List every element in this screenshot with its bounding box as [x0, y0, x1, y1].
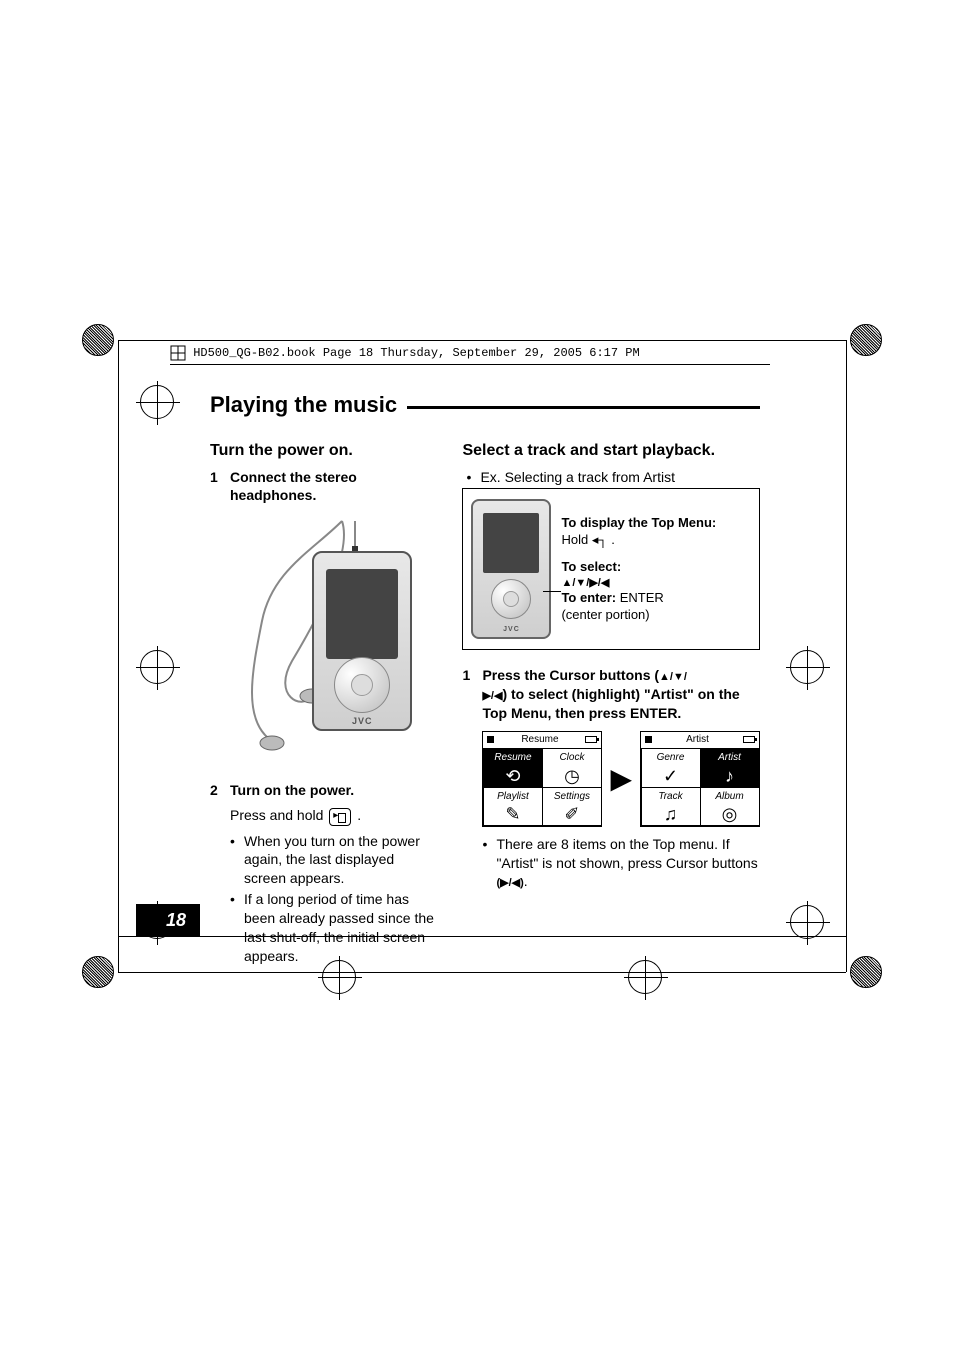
- bullet-dot: •: [230, 832, 240, 889]
- right-column: Select a track and start playback. • Ex.…: [462, 440, 760, 968]
- menu-cell: Artist♪: [700, 748, 760, 788]
- menu-cell: Resume⟲: [483, 748, 543, 788]
- header-text: HD500_QG-B02.book Page 18 Thursday, Sept…: [193, 346, 639, 360]
- menu-cell: Clock◷: [542, 748, 602, 788]
- menu-cell: Track♫: [641, 787, 701, 827]
- step-text: Connect the stereo headphones.: [230, 468, 434, 506]
- example-line: • Ex. Selecting a track from Artist: [466, 468, 760, 487]
- cursor-icons: ▲/▼/: [659, 671, 687, 683]
- mini-player-wheel: [491, 579, 531, 619]
- reg-ball: [82, 956, 114, 988]
- menu-cell: Genre✓: [641, 748, 701, 788]
- step-text: Press the Cursor buttons (▲/▼/ ▶/◀) to s…: [482, 666, 760, 723]
- press-hold-line: Press and hold .: [230, 806, 434, 825]
- menu-cell: Album◎: [700, 787, 760, 827]
- bullet-dot: •: [466, 468, 476, 487]
- title-rule: [407, 406, 760, 409]
- step-2: 2 Turn on the power.: [210, 781, 434, 800]
- step1-part-b: ) to select (highlight) "Artist" on the …: [482, 686, 739, 721]
- player-body: JVC: [312, 551, 412, 731]
- left-column: Turn the power on. 1 Connect the stereo …: [210, 440, 434, 968]
- note-item: • There are 8 items on the Top menu. If …: [482, 835, 760, 892]
- step-1: 1 Connect the stereo headphones.: [210, 468, 434, 506]
- reg-ball: [82, 324, 114, 356]
- device-callout-box: JVC To display the Top Menu: Hold ◂┐ . T…: [462, 488, 760, 650]
- hold-suffix: .: [611, 532, 615, 547]
- arrow-right-icon: ▶: [610, 760, 632, 798]
- reg-target: [140, 650, 174, 684]
- enter-sub: (center portion): [561, 607, 716, 624]
- bullet-dot: •: [230, 890, 240, 966]
- screen-titlebar: Artist: [641, 732, 759, 749]
- book-icon: [170, 345, 186, 361]
- screen-title: Artist: [686, 733, 709, 747]
- reg-target: [790, 905, 824, 939]
- jvc-logo: JVC: [314, 715, 410, 727]
- page-number-badge: 18: [136, 904, 200, 937]
- step-number: 2: [210, 781, 222, 800]
- bullet-item: • If a long period of time has been alre…: [230, 890, 434, 966]
- topmenu-label: To display the Top Menu:: [561, 515, 716, 532]
- enter-label: To enter:: [561, 590, 616, 605]
- bullet-dot: •: [482, 835, 492, 892]
- step-number: 1: [462, 666, 474, 723]
- menu-screen-resume: Resume Resume⟲Clock◷Playlist✎Settings✐: [482, 731, 602, 827]
- example-text: Ex. Selecting a track from Artist: [480, 468, 675, 487]
- step1-part-a: Press the Cursor buttons (: [482, 667, 659, 683]
- reg-ball: [850, 956, 882, 988]
- step-text: Turn on the power.: [230, 781, 354, 800]
- jvc-logo: JVC: [473, 625, 549, 634]
- page-content: Playing the music Turn the power on. 1 C…: [210, 392, 760, 968]
- screen-title: Resume: [521, 733, 558, 747]
- left-subheading: Turn the power on.: [210, 440, 434, 462]
- enter-line: To enter: ENTER: [561, 590, 716, 607]
- mini-player-screen: [483, 513, 539, 573]
- cursor-icons: ▶/◀: [482, 690, 502, 702]
- menu-cell: Settings✐: [542, 787, 602, 827]
- enter-value: ENTER: [616, 590, 664, 605]
- section-title: Playing the music: [210, 392, 397, 418]
- player-screen: [326, 569, 398, 659]
- bullet-item: • When you turn on the power again, the …: [230, 832, 434, 889]
- press-hold-prefix: Press and hold: [230, 807, 327, 823]
- note-text: There are 8 items on the Top menu. If "A…: [496, 835, 760, 892]
- menu-cell: Playlist✎: [483, 787, 543, 827]
- hold-line: Hold ◂┐ .: [561, 532, 716, 549]
- reg-target: [140, 385, 174, 419]
- book-header-strip: HD500_QG-B02.book Page 18 Thursday, Sept…: [170, 345, 770, 365]
- screen-titlebar: Resume: [483, 732, 601, 749]
- player-wheel: [334, 657, 390, 713]
- stop-icon: [645, 736, 652, 743]
- hold-prefix: Hold: [561, 532, 591, 547]
- section-title-row: Playing the music: [210, 392, 760, 422]
- menu-screens-row: Resume Resume⟲Clock◷Playlist✎Settings✐ ▶…: [482, 731, 760, 827]
- battery-icon: [743, 736, 755, 743]
- mini-player: JVC: [471, 499, 551, 639]
- select-label: To select:: [561, 559, 716, 576]
- screen-grid: Genre✓Artist♪Track♫Album◎: [641, 749, 759, 826]
- step-number: 1: [210, 468, 222, 506]
- bullet-text: If a long period of time has been alread…: [244, 890, 434, 966]
- menu-screen-artist: Artist Genre✓Artist♪Track♫Album◎: [640, 731, 760, 827]
- headphones-device-illustration: JVC: [212, 511, 432, 771]
- battery-icon: [585, 736, 597, 743]
- callout-leader-line: [543, 591, 561, 592]
- reg-ball: [850, 324, 882, 356]
- screen-grid: Resume⟲Clock◷Playlist✎Settings✐: [483, 749, 601, 826]
- play-power-icon: [329, 808, 351, 826]
- note-part-a: There are 8 items on the Top menu. If "A…: [496, 836, 757, 871]
- back-arrow-icon: ◂┐: [592, 532, 608, 549]
- bullet-text: When you turn on the power again, the la…: [244, 832, 434, 889]
- note-part-b: .: [524, 873, 528, 889]
- reg-target: [790, 650, 824, 684]
- press-hold-suffix: .: [357, 807, 361, 823]
- right-step-1: 1 Press the Cursor buttons (▲/▼/ ▶/◀) to…: [462, 666, 760, 723]
- callout-text: To display the Top Menu: Hold ◂┐ . To se…: [561, 515, 716, 624]
- stop-icon: [487, 736, 494, 743]
- right-subheading: Select a track and start playback.: [462, 440, 760, 462]
- select-icons: ▲/▼/▶/◀: [561, 576, 716, 590]
- cursor-icons: (▶/◀): [496, 877, 523, 889]
